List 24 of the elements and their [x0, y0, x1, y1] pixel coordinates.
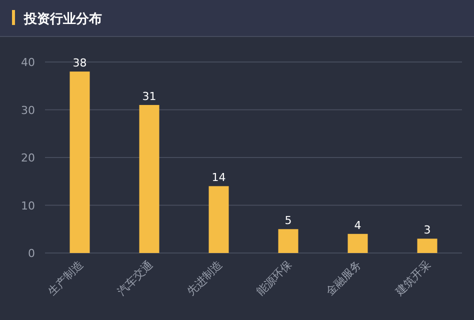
bar [70, 72, 90, 253]
x-tick-label: 建筑开采 [392, 258, 434, 299]
y-tick-label: 0 [28, 247, 35, 260]
y-tick-label: 40 [21, 56, 35, 69]
y-tick-label: 10 [21, 199, 35, 212]
data-label: 4 [354, 218, 362, 232]
data-label: 38 [72, 56, 87, 70]
y-tick-label: 30 [21, 104, 35, 117]
bar [278, 229, 298, 253]
data-label: 3 [424, 224, 431, 237]
x-tick-label: 生产制造 [46, 258, 86, 298]
x-tick-label: 能源环保 [254, 258, 294, 298]
data-label: 31 [142, 90, 156, 103]
bar [417, 238, 438, 253]
bar [348, 234, 368, 253]
bar [139, 104, 160, 253]
x-tick-label: 金融服务 [324, 258, 364, 298]
x-tick-label: 先进制造 [184, 258, 225, 298]
x-tick-label: 汽车交通 [115, 258, 156, 298]
data-label: 5 [284, 214, 292, 228]
data-label: 14 [212, 171, 226, 184]
chart-title: 投资行业分布 [23, 12, 102, 27]
bar [208, 186, 229, 253]
y-tick-label: 20 [21, 152, 35, 164]
